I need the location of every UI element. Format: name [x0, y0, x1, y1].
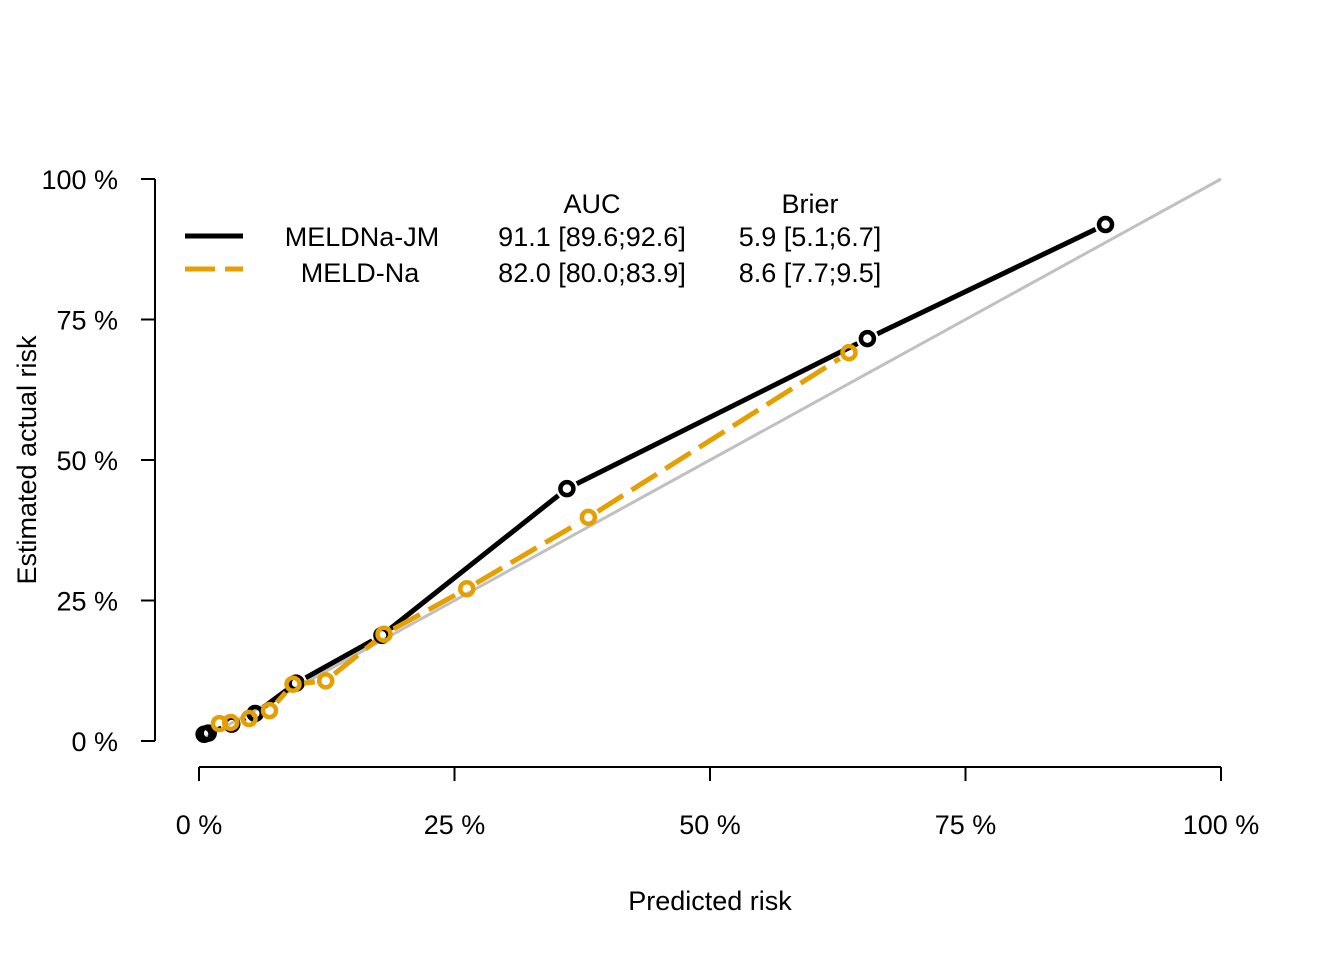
y-tick-label: 25 % — [56, 587, 118, 617]
data-point — [316, 672, 335, 690]
series-line-segment — [575, 341, 859, 486]
x-tick-label: 0 % — [176, 810, 223, 840]
y-ticks: 0 % 25 % 50 % 75 % 100 % — [41, 165, 155, 757]
data-point — [858, 329, 877, 348]
legend-auc-meld-na: 82.0 [80.0;83.9] — [498, 258, 686, 288]
axes: 0 % 25 % 50 % 75 % 100 % 0 % 25 % 50 % 75 % 100 … — [41, 165, 1259, 840]
x-ticks: 0 % 25 % 50 % 75 % 100 % — [176, 767, 1260, 840]
legend-brier-meld-na: 8.6 [7.7;9.5] — [739, 258, 882, 288]
legend-auc-meldna-jm: 91.1 [89.6;92.6] — [498, 222, 686, 252]
series-line-segment — [389, 493, 560, 631]
series-line-segment — [876, 227, 1097, 337]
data-point — [221, 713, 240, 732]
series-layer — [195, 215, 1115, 744]
series-line-segment — [304, 638, 374, 680]
data-point — [840, 343, 858, 362]
series-line-segment — [274, 690, 288, 705]
legend-name-meld-na: MELD-Na — [301, 258, 421, 288]
legend-brier-meldna-jm: 5.9 [5.1;6.7] — [739, 222, 882, 252]
series-line-segment — [332, 639, 377, 676]
series-meldna-jm — [195, 215, 1115, 744]
x-tick-label: 25 % — [424, 810, 486, 840]
y-axis-title: Estimated actual risk — [12, 335, 42, 585]
legend: AUC Brier MELDNa-JM 91.1 [89.6;92.6] 5.9… — [185, 189, 881, 288]
x-tick-label: 50 % — [679, 810, 741, 840]
data-point — [375, 625, 393, 643]
data-point — [458, 579, 476, 598]
y-tick-label: 50 % — [56, 446, 118, 476]
legend-header-auc: AUC — [563, 189, 620, 219]
data-point — [558, 479, 576, 498]
series-meld-na — [210, 343, 858, 733]
data-point — [579, 508, 598, 527]
data-point — [284, 675, 302, 693]
data-point — [240, 709, 258, 728]
data-point — [1096, 215, 1115, 234]
data-point — [260, 701, 279, 720]
data-point — [199, 724, 217, 742]
y-tick-label: 0 % — [71, 727, 118, 757]
y-tick-label: 75 % — [56, 306, 118, 336]
series-line-segment — [303, 679, 316, 686]
series-line-segment — [596, 356, 842, 514]
x-tick-label: 100 % — [1183, 810, 1260, 840]
series-line-segment — [392, 591, 459, 632]
legend-name-meldna-jm: MELDNa-JM — [285, 222, 440, 252]
x-axis-title: Predicted risk — [628, 886, 792, 916]
x-tick-label: 75 % — [935, 810, 997, 840]
series-line-segment — [474, 520, 581, 586]
legend-header-brier: Brier — [781, 189, 838, 219]
y-tick-label: 100 % — [41, 165, 118, 195]
